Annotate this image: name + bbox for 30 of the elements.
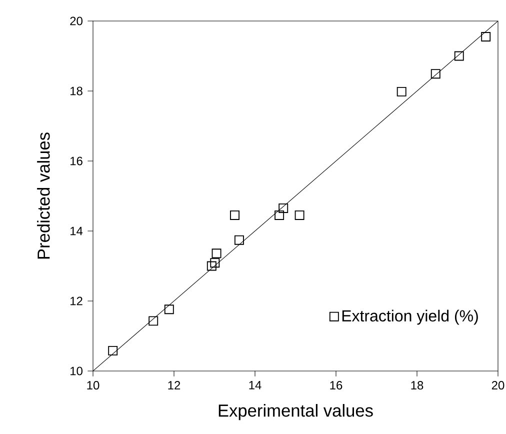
point (454, 51, 464, 61)
y-tick-label: 16 (70, 156, 82, 166)
point (148, 316, 158, 326)
point (481, 32, 491, 42)
x-tick-label: 16 (330, 381, 342, 390)
legend-label: Extraction yield (%) (342, 310, 478, 325)
y-tick-label: 10 (70, 366, 82, 376)
y-tick-label: 14 (70, 226, 83, 236)
x-tick-label: 12 (168, 381, 180, 390)
x-tick-label: 10 (87, 381, 100, 390)
point (230, 210, 240, 220)
y-tick-label: 20 (70, 16, 82, 26)
y-tick-label: 18 (70, 86, 82, 96)
x-axis-title: Experimental values (218, 404, 373, 420)
point (212, 248, 222, 258)
y-tick-label: 12 (70, 296, 82, 306)
point (278, 204, 288, 213)
point (164, 304, 174, 314)
x-tick-label: 18 (411, 381, 424, 390)
x-tick-label: 14 (249, 381, 262, 390)
point (210, 258, 220, 268)
y-axis-title: Predicted values (37, 132, 50, 259)
point (234, 235, 244, 245)
point (108, 346, 118, 356)
point (430, 69, 440, 79)
point (206, 261, 216, 271)
x-tick-label: 20 (492, 381, 504, 390)
point (396, 86, 406, 96)
point (274, 210, 284, 220)
point (294, 210, 304, 220)
